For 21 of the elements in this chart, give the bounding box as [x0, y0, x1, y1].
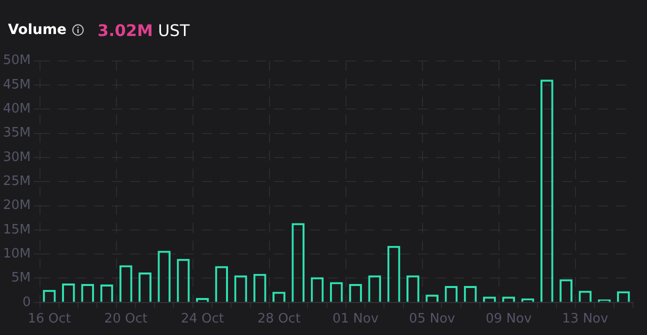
x-tick-label: 01 Nov: [332, 312, 379, 327]
y-tick-label: 5M: [11, 270, 31, 286]
y-tick-label: 30M: [2, 150, 31, 165]
x-tick-label: 24 Oct: [180, 312, 224, 327]
y-tick-label: 45M: [2, 77, 31, 92]
y-tick-label: 50M: [2, 53, 31, 68]
x-tick-label: 05 Nov: [409, 312, 456, 327]
y-tick-label: 25M: [2, 174, 31, 189]
chart-subtitle: 3.02M UST: [98, 20, 190, 40]
y-tick-label: 35M: [2, 126, 31, 141]
x-tick-label: 20 Oct: [104, 312, 148, 327]
x-tick-label: 13 Nov: [562, 312, 608, 327]
y-tick-label: 20M: [2, 198, 31, 214]
x-tick-label: 16 Oct: [28, 312, 71, 327]
y-tick-label: 40M: [2, 101, 31, 116]
x-tick-label: 28 Oct: [257, 312, 301, 327]
chart-title: Volume: [8, 22, 67, 38]
y-tick-label: 10M: [2, 246, 31, 262]
y-tick-label: 15M: [2, 222, 31, 238]
x-tick-label: 09 Nov: [486, 312, 532, 327]
y-tick-label: 0: [22, 294, 31, 310]
